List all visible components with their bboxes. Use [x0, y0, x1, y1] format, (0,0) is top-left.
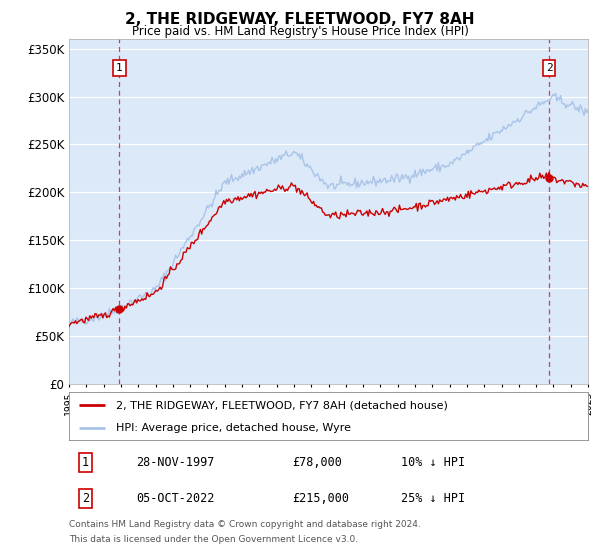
Text: 2, THE RIDGEWAY, FLEETWOOD, FY7 8AH: 2, THE RIDGEWAY, FLEETWOOD, FY7 8AH — [125, 12, 475, 27]
Text: Contains HM Land Registry data © Crown copyright and database right 2024.: Contains HM Land Registry data © Crown c… — [69, 520, 421, 529]
Text: 10% ↓ HPI: 10% ↓ HPI — [401, 456, 465, 469]
Text: 1: 1 — [116, 63, 123, 73]
Text: Price paid vs. HM Land Registry's House Price Index (HPI): Price paid vs. HM Land Registry's House … — [131, 25, 469, 38]
Text: 25% ↓ HPI: 25% ↓ HPI — [401, 492, 465, 505]
Text: 2: 2 — [546, 63, 553, 73]
Text: 1: 1 — [82, 456, 89, 469]
Text: 05-OCT-2022: 05-OCT-2022 — [136, 492, 215, 505]
Text: 2: 2 — [82, 492, 89, 505]
Text: 28-NOV-1997: 28-NOV-1997 — [136, 456, 215, 469]
Text: £78,000: £78,000 — [292, 456, 342, 469]
Text: £215,000: £215,000 — [292, 492, 349, 505]
Text: HPI: Average price, detached house, Wyre: HPI: Average price, detached house, Wyre — [116, 423, 351, 433]
Text: 2, THE RIDGEWAY, FLEETWOOD, FY7 8AH (detached house): 2, THE RIDGEWAY, FLEETWOOD, FY7 8AH (det… — [116, 400, 448, 410]
Text: This data is licensed under the Open Government Licence v3.0.: This data is licensed under the Open Gov… — [69, 535, 358, 544]
